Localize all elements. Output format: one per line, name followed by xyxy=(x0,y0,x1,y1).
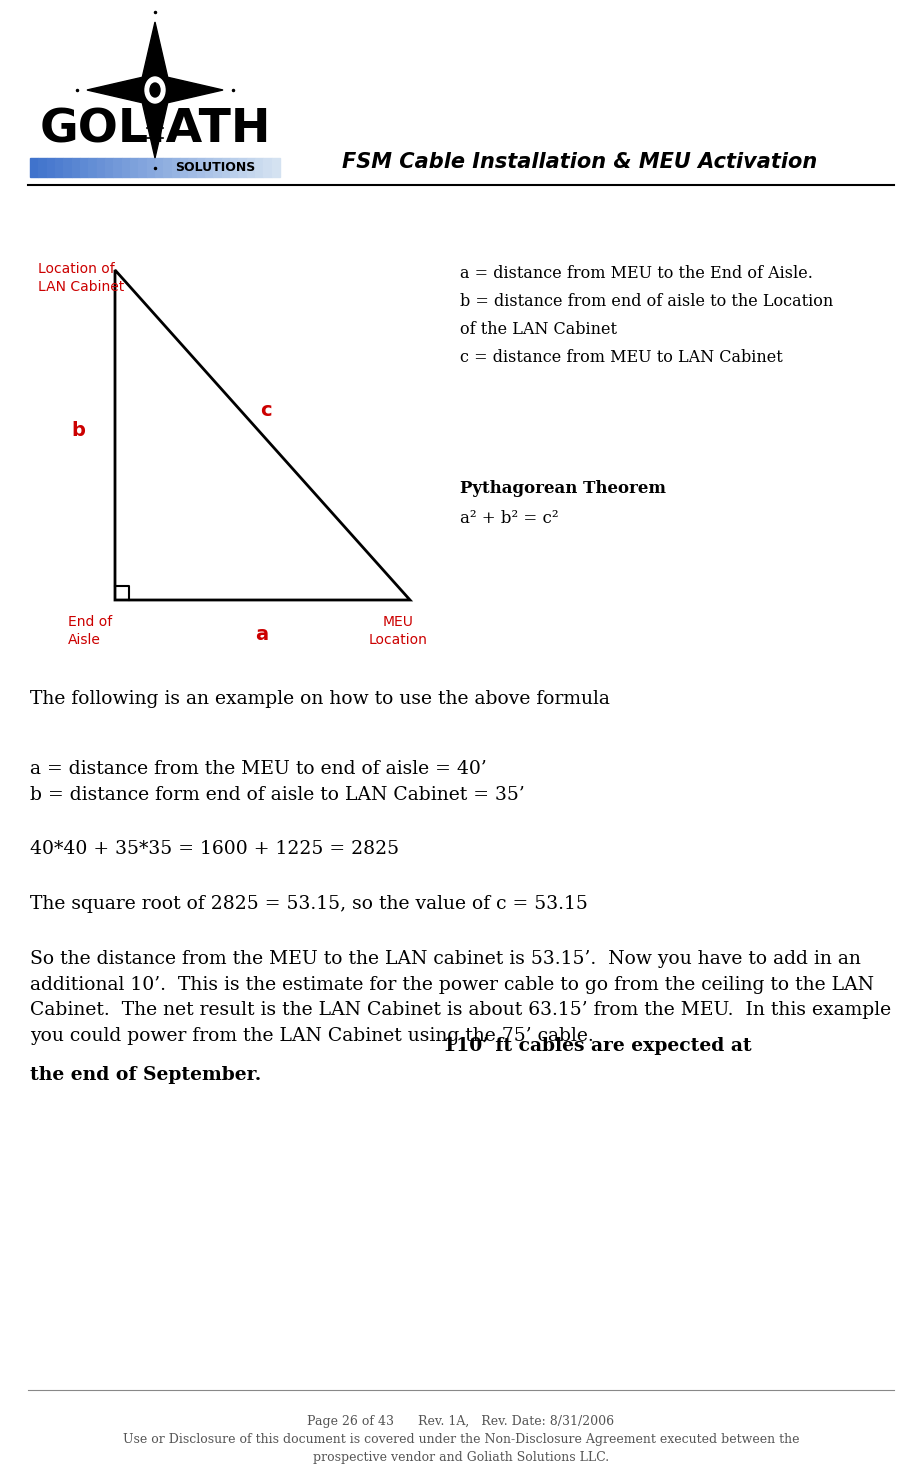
Bar xyxy=(105,157,113,177)
Bar xyxy=(247,157,255,177)
Bar xyxy=(180,157,188,177)
Bar xyxy=(55,157,64,177)
Text: a² + b² = c²: a² + b² = c² xyxy=(460,510,559,527)
Bar xyxy=(113,157,122,177)
Text: b: b xyxy=(71,421,85,440)
Bar xyxy=(138,157,147,177)
Text: a: a xyxy=(255,625,268,644)
Bar xyxy=(272,157,280,177)
Ellipse shape xyxy=(150,82,160,97)
Text: b = distance from end of aisle to the Location: b = distance from end of aisle to the Lo… xyxy=(460,293,833,310)
Text: c: c xyxy=(260,400,272,419)
Text: SOLUTIONS: SOLUTIONS xyxy=(175,160,255,174)
Text: The following is an example on how to use the above formula: The following is an example on how to us… xyxy=(30,690,609,708)
Text: 40*40 + 35*35 = 1600 + 1225 = 2825: 40*40 + 35*35 = 1600 + 1225 = 2825 xyxy=(30,840,399,858)
Bar xyxy=(163,157,171,177)
Bar xyxy=(171,157,180,177)
Text: a = distance from MEU to the End of Aisle.: a = distance from MEU to the End of Aisl… xyxy=(460,265,813,282)
Text: FSM Cable Installation & MEU Activation: FSM Cable Installation & MEU Activation xyxy=(342,152,818,172)
Bar xyxy=(130,157,138,177)
Text: 110’ ft cables are expected at: 110’ ft cables are expected at xyxy=(443,1037,751,1055)
Bar xyxy=(188,157,196,177)
Bar xyxy=(205,157,213,177)
Bar xyxy=(213,157,221,177)
Text: End of
Aisle: End of Aisle xyxy=(68,615,112,647)
Bar xyxy=(147,157,155,177)
Text: Pythagorean Theorem: Pythagorean Theorem xyxy=(460,480,666,497)
Bar xyxy=(80,157,89,177)
Text: Location of
LAN Cabinet: Location of LAN Cabinet xyxy=(38,262,124,294)
Bar xyxy=(30,157,39,177)
Text: the end of September.: the end of September. xyxy=(30,1066,261,1084)
Text: Page 26 of 43      Rev. 1A,   Rev. Date: 8/31/2006
Use or Disclosure of this doc: Page 26 of 43 Rev. 1A, Rev. Date: 8/31/2… xyxy=(123,1415,799,1464)
Bar xyxy=(255,157,264,177)
Text: c = distance from MEU to LAN Cabinet: c = distance from MEU to LAN Cabinet xyxy=(460,349,783,366)
Text: GOLIATH: GOLIATH xyxy=(40,107,271,152)
Bar xyxy=(230,157,238,177)
Bar xyxy=(196,157,205,177)
Text: So the distance from the MEU to the LAN cabinet is 53.15’.  Now you have to add : So the distance from the MEU to the LAN … xyxy=(30,950,892,1044)
Bar xyxy=(64,157,72,177)
Text: a = distance from the MEU to end of aisle = 40’
b = distance form end of aisle t: a = distance from the MEU to end of aisl… xyxy=(30,761,525,803)
Bar xyxy=(39,157,47,177)
Bar xyxy=(72,157,80,177)
Bar xyxy=(238,157,247,177)
Ellipse shape xyxy=(145,76,165,103)
Bar xyxy=(89,157,97,177)
Polygon shape xyxy=(87,22,223,157)
Bar xyxy=(221,157,230,177)
Text: The square root of 2825 = 53.15, so the value of c = 53.15: The square root of 2825 = 53.15, so the … xyxy=(30,894,588,913)
Bar xyxy=(122,157,130,177)
Bar xyxy=(155,157,163,177)
Bar xyxy=(97,157,105,177)
Text: of the LAN Cabinet: of the LAN Cabinet xyxy=(460,321,617,338)
Text: MEU
Location: MEU Location xyxy=(369,615,428,647)
Bar xyxy=(47,157,55,177)
Bar xyxy=(264,157,272,177)
